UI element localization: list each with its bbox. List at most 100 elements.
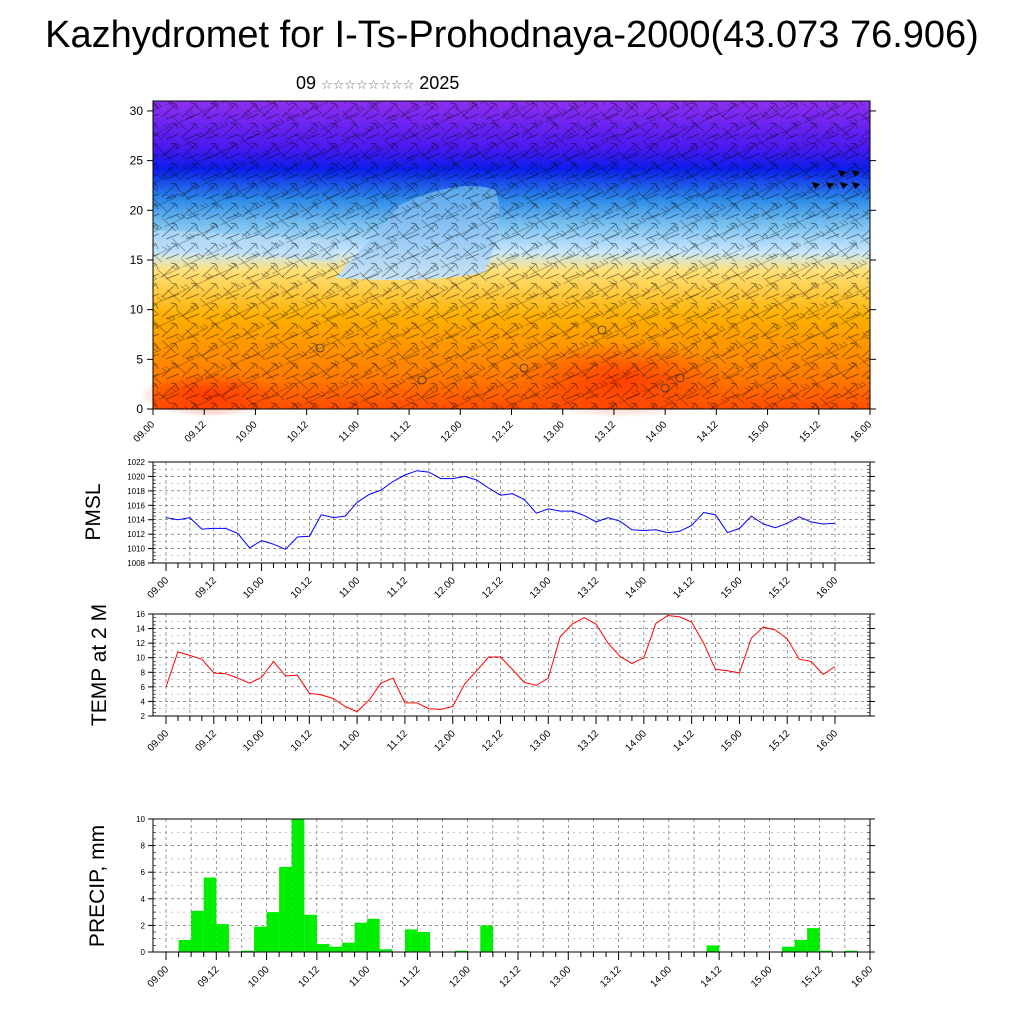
- xtick-label: 16.00: [850, 964, 876, 990]
- xtick-label: 16.00: [815, 728, 841, 754]
- wind-arrow-3: [840, 182, 848, 189]
- calm-marker-4: [597, 325, 607, 335]
- precip-ylabel: PRECIP, mm: [86, 825, 109, 947]
- xtick-label: 10.12: [289, 728, 315, 754]
- xtick-label: 11.00: [347, 964, 372, 989]
- xtick-label: 10.12: [297, 964, 323, 990]
- xsec-xtick-label: 10.00: [234, 419, 260, 445]
- xsec-xtick-label: 15.00: [746, 419, 772, 445]
- ytick-label: 12: [136, 639, 145, 648]
- xtick-label: 09.12: [193, 575, 219, 601]
- xtick-label: 15.00: [749, 964, 775, 990]
- xsec-xtick-label: 09.00: [132, 419, 158, 445]
- xtick-label: 13.12: [576, 575, 602, 601]
- xtick-label: 11.12: [398, 964, 423, 989]
- pmsl-line: [165, 470, 836, 550]
- ytick-label: 1008: [127, 559, 145, 568]
- xsec-ytick-label: 0: [136, 402, 143, 416]
- ytick-label: 4: [141, 895, 146, 904]
- wind-barbs-layer-2: [153, 101, 870, 409]
- ytick-label: 0: [141, 948, 146, 957]
- xsec-xtick-label: 12.00: [439, 419, 465, 445]
- xtick-label: 13.12: [598, 964, 624, 990]
- ytick-label: 14: [136, 625, 145, 634]
- xtick-label: 13.12: [576, 728, 602, 754]
- xtick-label: 10.00: [241, 575, 267, 601]
- precip-bar: [329, 946, 342, 952]
- ytick-label: 6: [141, 683, 146, 692]
- precip-bar: [279, 866, 292, 952]
- xsec-ytick-label: 30: [130, 104, 144, 118]
- xsec-ytick-label: 15: [130, 253, 144, 267]
- wind-arrow-5: [838, 170, 846, 177]
- page-title: Kazhydromet for I-Ts-Prohodnaya-2000(43.…: [45, 14, 979, 56]
- temp-frame: [152, 613, 871, 717]
- xtick-label: 11.00: [337, 575, 362, 600]
- calm-marker-1: [315, 343, 325, 353]
- ytick-label: 2: [141, 712, 146, 721]
- precip-bar: [794, 940, 808, 952]
- precip-panel: 0 2 4 6 8 10 09.00 09.12 10.00 10.12 11.00 11.12 12.…: [136, 815, 875, 990]
- ytick-label: 8: [141, 668, 146, 677]
- subtitle-stars: ☆☆☆☆☆☆☆☆: [321, 78, 415, 93]
- ytick-label: 10: [136, 654, 145, 663]
- ytick-label: 1022: [127, 458, 145, 467]
- precip-bar: [819, 950, 833, 952]
- pmsl-panel: 1008 1010 1012 1014 1016 1018 1020 1022 09.00 09.…: [127, 458, 875, 601]
- pmsl-frame: [152, 461, 871, 564]
- precip-bar: [203, 877, 217, 952]
- xsec-xtick-label: 15.12: [797, 419, 823, 445]
- xtick-label: 10.00: [241, 728, 267, 754]
- precip-bar: [844, 950, 858, 952]
- xtick-label: 09.12: [196, 964, 222, 990]
- xsec-xtick-label: 10.12: [285, 419, 311, 445]
- ytick-label: 16: [136, 610, 145, 619]
- calm-marker-6: [675, 373, 685, 383]
- xsec-xtick-label: 11.00: [337, 419, 362, 444]
- xsec-xtick-label: 12.12: [490, 419, 516, 445]
- precip-bars: [178, 819, 858, 953]
- precip-bar: [178, 940, 192, 952]
- ytick-label: 1014: [127, 516, 145, 525]
- xtick-label: 09.00: [146, 728, 172, 754]
- xtick-label: 14.00: [649, 964, 675, 990]
- xtick-label: 11.00: [337, 728, 362, 753]
- xtick-label: 15.12: [767, 575, 793, 601]
- xsec-ytick-label: 10: [130, 303, 144, 317]
- precip-bar: [782, 946, 795, 952]
- ytick-label: 1020: [127, 472, 145, 481]
- calm-marker-3: [519, 363, 529, 373]
- precip-bar: [706, 945, 720, 952]
- xsec-xtick-label: 09.12: [183, 419, 209, 445]
- xtick-label: 16.00: [815, 575, 841, 601]
- pmsl-axes: 1008 1010 1012 1014 1016 1018 1020 1022 09.00 09.…: [127, 458, 875, 601]
- xtick-label: 13.00: [548, 964, 574, 990]
- precip-bar: [266, 912, 280, 952]
- xsec-xtick-label: 13.00: [541, 419, 567, 445]
- precip-axes: 0 2 4 6 8 10 09.00 09.12 10.00 10.12 11.00 11.12 12.…: [136, 815, 875, 990]
- precip-bar: [216, 924, 229, 952]
- xtick-label: 15.12: [767, 728, 793, 754]
- xtick-label: 13.00: [528, 575, 554, 601]
- ytick-label: 1016: [127, 501, 145, 510]
- cross-section-panel: 0 5 10 15 20 25 30 09.00 09.12 10.00 10.12 11.00 11.…: [130, 100, 876, 445]
- wind-arrow-4: [852, 182, 860, 189]
- xtick-label: 15.00: [719, 728, 745, 754]
- subtitle-day: 09: [296, 73, 317, 93]
- xtick-label: 11.12: [385, 728, 410, 753]
- xtick-label: 15.00: [719, 575, 745, 601]
- xsec-xtick-label: 14.00: [644, 419, 670, 445]
- xsec-xtick-label: 13.12: [593, 419, 619, 445]
- wind-arrow-6: [852, 170, 860, 177]
- xtick-label: 14.12: [671, 575, 697, 601]
- xtick-label: 12.12: [480, 575, 506, 601]
- xtick-label: 09.00: [146, 575, 172, 601]
- ytick-label: 2: [141, 921, 146, 930]
- precip-bar: [455, 950, 468, 952]
- temp-line: [165, 614, 836, 713]
- xsec-ytick-label: 20: [130, 203, 144, 217]
- ytick-label: 10: [136, 815, 145, 824]
- xtick-label: 12.00: [432, 728, 458, 754]
- wind-arrow-1: [812, 182, 820, 189]
- xtick-label: 09.00: [146, 964, 172, 990]
